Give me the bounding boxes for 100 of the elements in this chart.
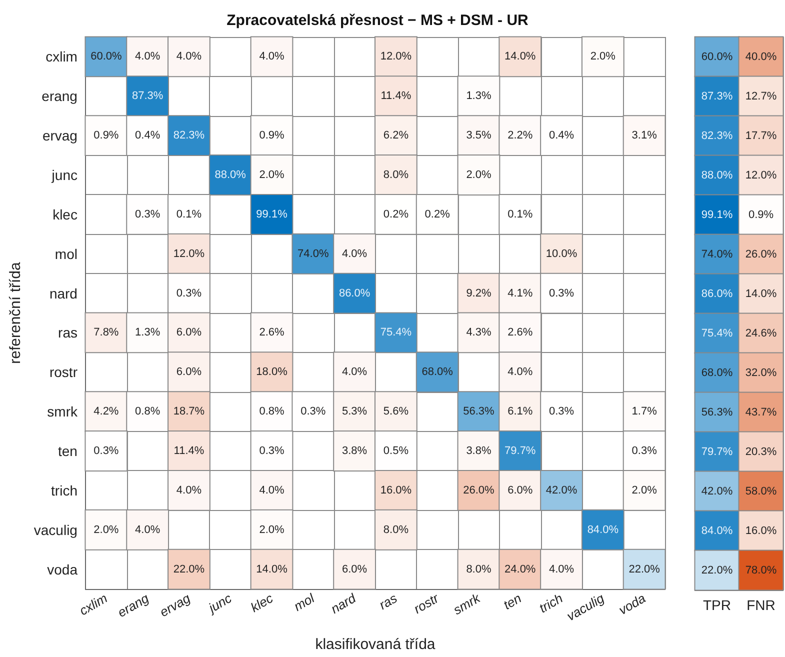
data-label: 1.7% xyxy=(632,406,658,418)
data-label: 2.6% xyxy=(508,326,533,339)
data-label: 11.4% xyxy=(380,90,412,102)
data-label: 88.0% xyxy=(214,169,246,181)
data-label: 8.0% xyxy=(383,169,409,181)
x-tick-label: ervag xyxy=(157,590,194,620)
data-label: 18.7% xyxy=(173,406,205,418)
data-label: 24.0% xyxy=(504,563,536,576)
data-label: 5.3% xyxy=(342,406,368,418)
x-tick-label: TPR xyxy=(703,597,731,613)
data-label: 0.8% xyxy=(135,406,160,418)
data-label: 0.5% xyxy=(383,445,409,457)
data-label: 0.9% xyxy=(94,130,119,142)
data-label: 24.6% xyxy=(745,327,777,340)
data-label: 0.3% xyxy=(548,287,574,300)
data-label: 17.7% xyxy=(745,130,777,142)
y-tick-label: vaculig xyxy=(34,522,78,538)
data-label: 4.0% xyxy=(135,524,160,536)
data-label: 18.0% xyxy=(256,366,288,378)
data-label: 22.0% xyxy=(628,563,660,576)
data-label: 6.0% xyxy=(342,563,368,576)
data-label: 14.0% xyxy=(256,563,288,576)
data-label: 3.5% xyxy=(466,130,492,142)
data-label: 60.0% xyxy=(90,50,122,63)
y-tick-label: smrk xyxy=(47,404,78,420)
x-tick-label: ten xyxy=(500,590,524,613)
data-label: 86.0% xyxy=(701,288,733,300)
data-label: 82.3% xyxy=(173,130,205,142)
data-label: 2.0% xyxy=(259,524,285,536)
data-label: 0.3% xyxy=(94,445,119,457)
x-tick-label: nard xyxy=(328,590,359,616)
data-label: 14.0% xyxy=(745,288,777,300)
data-label: 1.3% xyxy=(135,326,160,339)
data-label: 8.0% xyxy=(383,524,409,536)
data-label: 75.4% xyxy=(701,327,733,340)
x-tick-label: FNR xyxy=(746,597,776,613)
data-label: 56.3% xyxy=(463,406,495,418)
data-label: 0.3% xyxy=(300,406,326,418)
data-label: 20.3% xyxy=(745,446,777,458)
data-label: 2.0% xyxy=(590,50,616,63)
data-label: 6.1% xyxy=(508,406,533,418)
y-axis-title: referenční třída xyxy=(7,261,24,364)
data-label: 4.0% xyxy=(259,50,285,63)
data-label: 87.3% xyxy=(132,90,164,102)
x-axis-title: klasifikovaná třída xyxy=(315,636,436,653)
data-label: 0.3% xyxy=(135,208,160,220)
data-label: 74.0% xyxy=(298,248,329,260)
data-label: 60.0% xyxy=(701,50,733,63)
data-label: 7.8% xyxy=(94,326,119,339)
data-label: 56.3% xyxy=(701,406,733,418)
data-label: 16.0% xyxy=(745,524,777,537)
data-label: 0.9% xyxy=(748,208,774,221)
x-tick-label: mol xyxy=(291,590,318,614)
data-label: 0.3% xyxy=(632,445,658,457)
data-label: 42.0% xyxy=(701,485,733,498)
y-tick-label: trich xyxy=(51,482,78,498)
x-tick-label: rostr xyxy=(411,590,442,616)
data-label: 82.3% xyxy=(701,130,733,142)
data-label: 79.7% xyxy=(701,446,733,458)
data-label: 2.0% xyxy=(632,484,658,496)
data-label: 58.0% xyxy=(745,485,777,498)
data-label: 0.8% xyxy=(259,406,285,418)
data-label: 9.2% xyxy=(466,287,492,300)
data-label: 14.0% xyxy=(504,50,536,63)
data-label: 0.2% xyxy=(383,208,409,220)
data-label: 4.0% xyxy=(259,484,285,496)
data-label: 8.0% xyxy=(466,563,492,576)
data-label: 68.0% xyxy=(422,366,454,378)
y-tick-label: junc xyxy=(50,167,78,183)
data-label: 4.2% xyxy=(94,406,119,418)
chart-title: Zpracovatelská přesnost − MS + DSM - UR xyxy=(226,12,529,29)
y-tick-label: cxlim xyxy=(46,48,78,65)
data-label: 99.1% xyxy=(256,208,288,220)
data-label: 12.0% xyxy=(745,169,777,182)
data-label: 4.0% xyxy=(342,366,368,378)
data-label: 2.6% xyxy=(259,326,285,339)
x-tick-label: trich xyxy=(536,590,566,616)
data-label: 6.2% xyxy=(383,130,409,142)
y-tick-label: klec xyxy=(52,206,78,222)
data-label: 12.0% xyxy=(173,248,205,260)
data-label: 0.3% xyxy=(176,287,202,300)
data-label: 11.4% xyxy=(174,445,204,457)
y-tick-label: ten xyxy=(58,443,78,459)
data-label: 4.0% xyxy=(176,50,202,63)
x-tick-label: erang xyxy=(115,590,152,620)
y-tick-label: ervag xyxy=(42,128,78,144)
x-tick-label: voda xyxy=(616,590,648,618)
data-label: 74.0% xyxy=(701,248,733,260)
data-label: 3.8% xyxy=(466,445,492,457)
data-label: 40.0% xyxy=(745,50,777,63)
data-label: 2.2% xyxy=(508,130,533,142)
data-label: 86.0% xyxy=(338,287,370,300)
data-label: 10.0% xyxy=(546,248,578,260)
data-label: 26.0% xyxy=(745,248,777,260)
data-label: 79.7% xyxy=(504,445,536,457)
data-label: 4.1% xyxy=(508,287,533,300)
data-label: 4.0% xyxy=(176,484,202,496)
data-label: 0.3% xyxy=(259,445,285,457)
data-label: 32.0% xyxy=(745,366,777,379)
y-tick-label: ras xyxy=(58,324,78,341)
